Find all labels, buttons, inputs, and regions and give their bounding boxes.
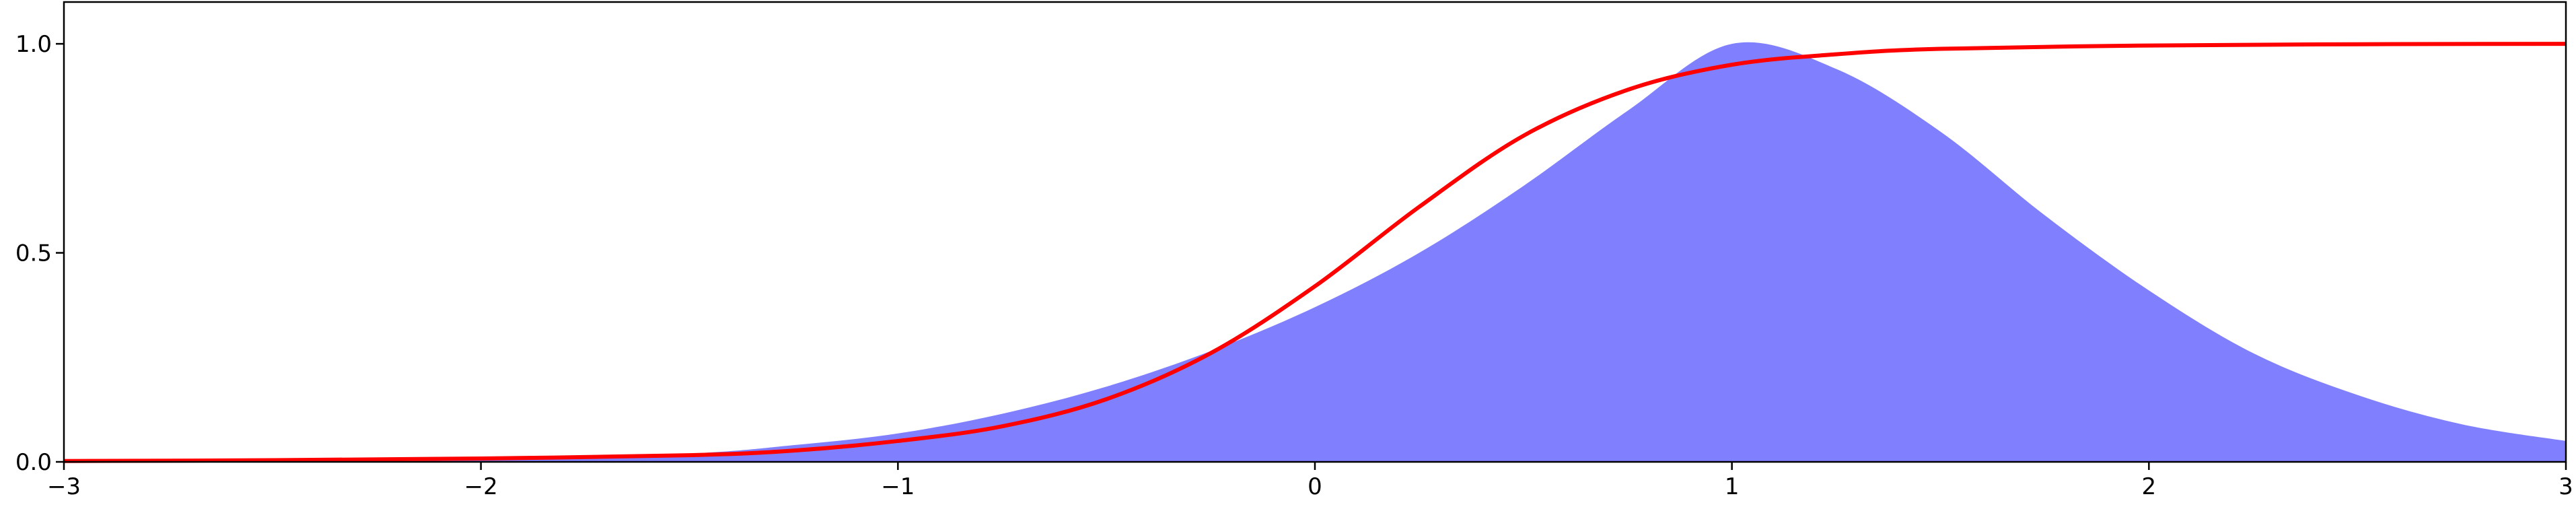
x-tick-label: 1 <box>1725 473 1740 500</box>
x-tick-label: 2 <box>2142 473 2157 500</box>
y-axis: 0.0 0.5 1.0 <box>15 31 64 476</box>
y-tick-label: 1.0 <box>15 31 52 58</box>
x-tick-label: 0 <box>1308 473 1322 500</box>
y-tick-label: 0.5 <box>15 240 52 267</box>
x-tick-label: 3 <box>2559 473 2573 500</box>
x-tick-label: −1 <box>881 473 915 500</box>
x-tick-label: −3 <box>47 473 81 500</box>
line-series <box>63 42 2567 463</box>
x-axis: −3 −2 −1 0 1 2 3 <box>47 462 2573 500</box>
filled-area-series <box>64 42 2566 462</box>
x-tick-label: −2 <box>464 473 498 500</box>
y-tick-label: 0.0 <box>15 449 52 476</box>
plot-area <box>63 42 2567 463</box>
